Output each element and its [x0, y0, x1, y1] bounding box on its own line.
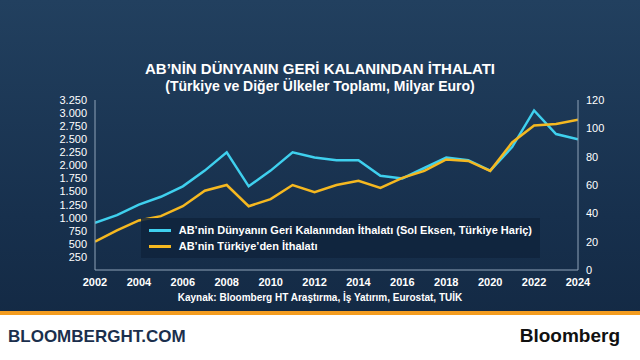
svg-text:80: 80	[586, 151, 598, 163]
html-text:BLOOMBERGHT.COM: BLOOMBERGHT.COM	[8, 327, 186, 346]
svg-text:250: 250	[69, 251, 87, 263]
svg-text:20: 20	[586, 236, 598, 248]
svg-text:0: 0	[586, 264, 592, 276]
svg-text:1.000: 1.000	[59, 212, 87, 224]
svg-text:2022: 2022	[522, 276, 546, 288]
svg-text:60: 60	[586, 179, 598, 191]
svg-text:3.250: 3.250	[59, 94, 87, 106]
html-text:AB’nin Türkiye’den İthalatı: AB’nin Türkiye’den İthalatı	[178, 240, 318, 252]
svg-text:500: 500	[69, 238, 87, 250]
svg-text:1.500: 1.500	[59, 185, 87, 197]
svg-text:2024: 2024	[566, 276, 591, 288]
svg-text:2006: 2006	[171, 276, 195, 288]
html-text:AB’nin Dünyanın Geri Kalanında: AB’nin Dünyanın Geri Kalanından İthalatı…	[178, 224, 532, 236]
svg-text:2002: 2002	[83, 276, 107, 288]
svg-text:3.000: 3.000	[59, 107, 87, 119]
svg-text:100: 100	[586, 122, 604, 134]
svg-text:2018: 2018	[434, 276, 458, 288]
svg-text:2004: 2004	[127, 276, 152, 288]
svg-text:2016: 2016	[390, 276, 414, 288]
svg-text:2.750: 2.750	[59, 120, 87, 132]
svg-text:2.500: 2.500	[59, 133, 87, 145]
svg-text:120: 120	[586, 94, 604, 106]
svg-text:750: 750	[69, 225, 87, 237]
svg-text:2014: 2014	[346, 276, 371, 288]
svg-text:1.750: 1.750	[59, 172, 87, 184]
svg-text:2010: 2010	[258, 276, 282, 288]
svg-text:2012: 2012	[302, 276, 326, 288]
svg-text:1.250: 1.250	[59, 199, 87, 211]
svg-text:2.000: 2.000	[59, 159, 87, 171]
svg-text:2020: 2020	[478, 276, 502, 288]
html-text:Bloomberg: Bloomberg	[519, 325, 620, 346]
html-text:(Türkiye ve Diğer Ülkeler Topl: (Türkiye ve Diğer Ülkeler Toplamı, Milya…	[165, 78, 475, 94]
svg-text:2.250: 2.250	[59, 146, 87, 158]
svg-text:2008: 2008	[214, 276, 238, 288]
html-text:Kaynak: Bloomberg HT Araştırma: Kaynak: Bloomberg HT Araştırma, İş Yatır…	[177, 292, 463, 303]
html-text:AB’NİN DÜNYANIN GERİ KALANINDA: AB’NİN DÜNYANIN GERİ KALANINDAN İTHALATI	[145, 60, 495, 77]
svg-text:40: 40	[586, 207, 598, 219]
